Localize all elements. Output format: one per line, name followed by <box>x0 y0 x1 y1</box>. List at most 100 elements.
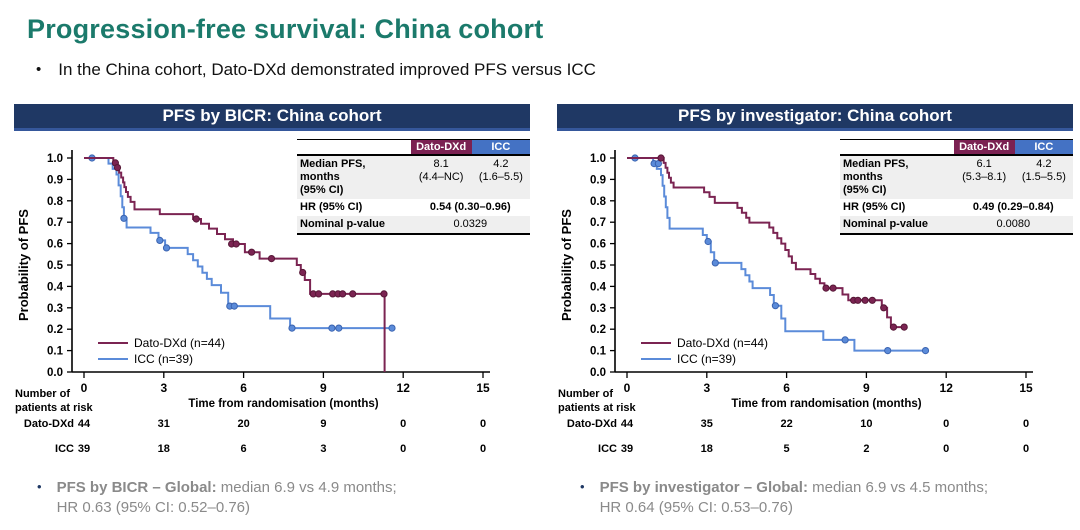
median-pfs-dato-value: 6.1 (5.3–8.1) <box>962 158 1007 183</box>
censor-mark <box>192 215 200 223</box>
censor-mark <box>339 290 347 298</box>
censor-mark <box>861 296 869 304</box>
risk-table-bicr: Number of patients at risk Dato-DXd 44 31… <box>14 388 530 466</box>
stats-table-investigator: Dato-DXd ICC Median PFS, months (95% CI)… <box>840 139 1073 235</box>
p-value: 0.0080 <box>996 217 1031 230</box>
svg-text:9: 9 <box>320 381 327 395</box>
hr-label: HR (95% CI) <box>843 200 906 213</box>
intro-bullet: • In the China cohort, Dato-DXd demonstr… <box>36 60 1080 80</box>
svg-text:0.7: 0.7 <box>590 217 606 229</box>
km-chart-bicr: 0.0 0.1 0.2 0.3 0.4 0.5 0.6 0.7 0.8 0.9 1.0 0 3 6 9 12 1… <box>16 150 490 410</box>
censor-mark <box>657 154 665 162</box>
hr-label: HR (95% CI) <box>300 200 363 213</box>
km-curve <box>627 157 905 329</box>
risk-count: 0 <box>479 418 487 430</box>
svg-text:0.0: 0.0 <box>47 367 63 379</box>
censor-mark <box>654 159 663 168</box>
censor-mark <box>884 347 892 355</box>
page-title: Progression-free survival: China cohort <box>27 14 544 44</box>
risk-count: 10 <box>860 418 873 430</box>
risk-count: 0 <box>479 443 487 455</box>
footnote-bold: PFS by BICR – Global: <box>56 479 217 496</box>
footnote-text-investigator: PFS by investigator – Global: median 6.9… <box>600 478 988 517</box>
censor-mark <box>854 296 862 304</box>
risk-count: 9 <box>320 418 327 430</box>
legend-label: Dato-DXd (n=44) <box>134 336 225 350</box>
hr-value: 0.54 (0.30–0.96) <box>429 200 511 213</box>
bullet-icon: • <box>580 479 585 494</box>
svg-text:0.5: 0.5 <box>47 260 64 272</box>
censor-mark <box>822 284 830 292</box>
footnote-text-bicr: PFS by BICR – Global: median 6.9 vs 4.9 … <box>57 478 397 517</box>
km-plot-area-bicr: 0.0 0.1 0.2 0.3 0.4 0.5 0.6 0.7 0.8 0.9 1.0 0 3 6 9 12 1… <box>14 131 530 414</box>
risk-count: 22 <box>780 418 793 430</box>
censor-mark <box>299 268 307 277</box>
censor-mark <box>380 290 388 298</box>
risk-count: 0 <box>400 443 407 455</box>
risk-count: 39 <box>620 443 634 455</box>
svg-text:15: 15 <box>1019 381 1033 395</box>
svg-text:6: 6 <box>240 381 247 395</box>
km-chart-investigator: 0.0 0.1 0.2 0.3 0.4 0.5 0.6 0.7 0.8 0.9 1.0 0 3 6 9 12 1… <box>559 150 1033 410</box>
risk-count: 39 <box>77 443 91 455</box>
panel-pfs-bicr: PFS by BICR: China cohort 0.0 0.1 0.2 0.3 0.… <box>14 104 530 466</box>
svg-text:15: 15 <box>476 381 490 395</box>
svg-text:6: 6 <box>783 381 790 395</box>
risk-count: 0 <box>943 443 950 455</box>
footnote-rest: median 6.9 vs 4.9 months; <box>216 479 397 496</box>
risk-count: 0 <box>1022 418 1030 430</box>
legend-label: ICC (n=39) <box>677 352 736 366</box>
median-pfs-label: Median PFS, months (95% CI) <box>843 158 909 196</box>
censor-mark <box>162 244 171 252</box>
censor-mark <box>267 255 276 263</box>
risk-count: 18 <box>157 443 170 455</box>
footnote-investigator: • PFS by investigator – Global: median 6… <box>557 478 1073 517</box>
risk-row-icc: ICC 39 18 6 3 0 0 <box>14 443 530 457</box>
censor-mark <box>921 347 930 355</box>
bullet-icon: • <box>37 479 42 494</box>
risk-row-icc: ICC 39 18 5 2 0 0 <box>557 443 1073 457</box>
footnote-rest: median 6.9 vs 4.5 months; <box>807 479 989 496</box>
censor-mark <box>335 324 343 332</box>
censor-mark <box>120 214 128 222</box>
risk-count: 2 <box>863 443 870 455</box>
stats-col-icc: ICC <box>1014 139 1073 156</box>
svg-text:0.4: 0.4 <box>47 281 64 293</box>
median-pfs-dato-value: 8.1 (4.4–NC) <box>418 158 464 183</box>
risk-row-dato: Dato-DXd 44 31 20 9 0 0 <box>14 418 530 432</box>
censor-mark <box>841 336 849 344</box>
risk-header: Number of patients at risk <box>558 388 636 414</box>
censor-mark <box>328 324 336 332</box>
y-axis-title: Probability of PFS <box>16 209 31 321</box>
panel-pfs-investigator: PFS by investigator: China cohort 0.0 0.1… <box>557 104 1073 466</box>
risk-row-label-icc: ICC <box>598 443 617 455</box>
risk-table-investigator: Number of patients at risk Dato-DXd 44 35… <box>557 388 1073 466</box>
risk-count: 31 <box>157 418 170 430</box>
svg-text:0: 0 <box>624 381 631 395</box>
svg-text:0.9: 0.9 <box>47 174 63 186</box>
stats-col-dato: Dato-DXd <box>953 139 1015 156</box>
svg-text:0.6: 0.6 <box>590 239 606 251</box>
risk-count: 5 <box>783 443 790 455</box>
censor-mark <box>771 302 779 310</box>
stats-col-icc: ICC <box>471 139 530 156</box>
svg-text:0.1: 0.1 <box>590 346 607 358</box>
svg-text:0.7: 0.7 <box>47 217 63 229</box>
risk-count: 44 <box>77 418 91 430</box>
svg-text:0.9: 0.9 <box>590 174 606 186</box>
svg-text:0.8: 0.8 <box>47 196 64 208</box>
svg-text:0.3: 0.3 <box>590 303 606 315</box>
footnote-bicr: • PFS by BICR – Global: median 6.9 vs 4.… <box>14 478 530 517</box>
censor-mark <box>889 323 898 331</box>
median-pfs-label: Median PFS, months (95% CI) <box>300 158 366 196</box>
svg-text:0.4: 0.4 <box>590 281 607 293</box>
stats-col-dato: Dato-DXd <box>410 139 472 156</box>
stats-table-bicr: Dato-DXd ICC Median PFS, months (95% CI)… <box>297 139 530 235</box>
svg-text:0.1: 0.1 <box>47 346 64 358</box>
km-curve <box>627 157 927 352</box>
censor-mark <box>248 248 256 256</box>
risk-row-dato: Dato-DXd 44 35 22 10 0 0 <box>557 418 1073 432</box>
risk-count: 35 <box>700 418 713 430</box>
censor-mark <box>829 284 837 292</box>
